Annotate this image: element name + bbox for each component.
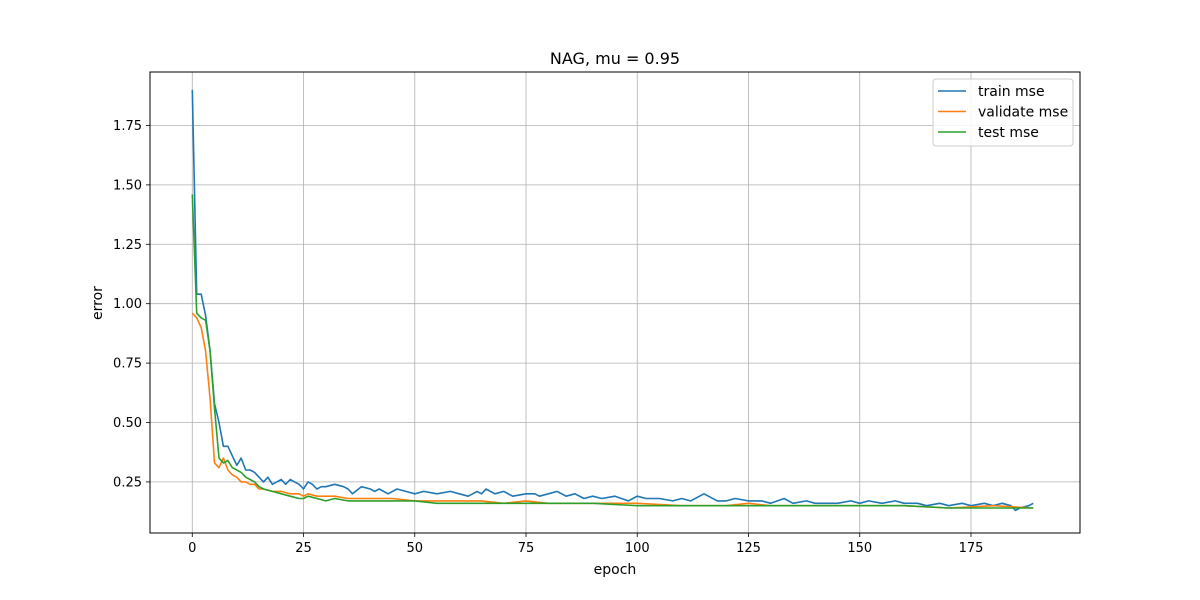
y-tick-label: 0.75 <box>113 357 142 372</box>
y-axis-ticks: 0.25 0.50 0.75 1.00 1.25 1.50 1.75 <box>113 119 150 490</box>
legend-box <box>932 78 1074 147</box>
plot-frame <box>149 71 1081 534</box>
y-tick-label: 1.00 <box>113 297 142 312</box>
x-tick-label: 100 <box>625 541 650 556</box>
x-axis-label: epoch <box>594 562 637 578</box>
y-tick-label: 0.50 <box>113 416 142 431</box>
series-lines <box>191 89 1034 512</box>
x-axis-ticks: 0 25 50 75 100 125 150 175 <box>188 533 983 556</box>
x-tick-label: 25 <box>295 541 312 556</box>
y-axis-label: error <box>90 286 106 320</box>
y-tick-label: 1.50 <box>113 178 142 193</box>
grid <box>150 72 1080 533</box>
x-tick-label: 150 <box>847 541 872 556</box>
y-tick-label: 0.25 <box>113 475 142 490</box>
x-tick-label: 75 <box>518 541 535 556</box>
x-tick-label: 50 <box>406 541 423 556</box>
chart-title: NAG, mu = 0.95 <box>550 49 680 68</box>
legend-label: train mse <box>978 84 1045 100</box>
x-tick-label: 125 <box>736 541 761 556</box>
legend-label: test mse <box>978 125 1039 141</box>
x-tick-label: 175 <box>959 541 984 556</box>
series-line-2 <box>191 194 1034 509</box>
y-tick-label: 1.75 <box>113 119 142 134</box>
x-tick-label: 0 <box>188 541 196 556</box>
legend-label: validate mse <box>978 105 1068 121</box>
series-line-0 <box>191 89 1034 512</box>
legend: train mse validate mse test mse <box>932 78 1074 147</box>
y-tick-label: 1.25 <box>113 238 142 253</box>
